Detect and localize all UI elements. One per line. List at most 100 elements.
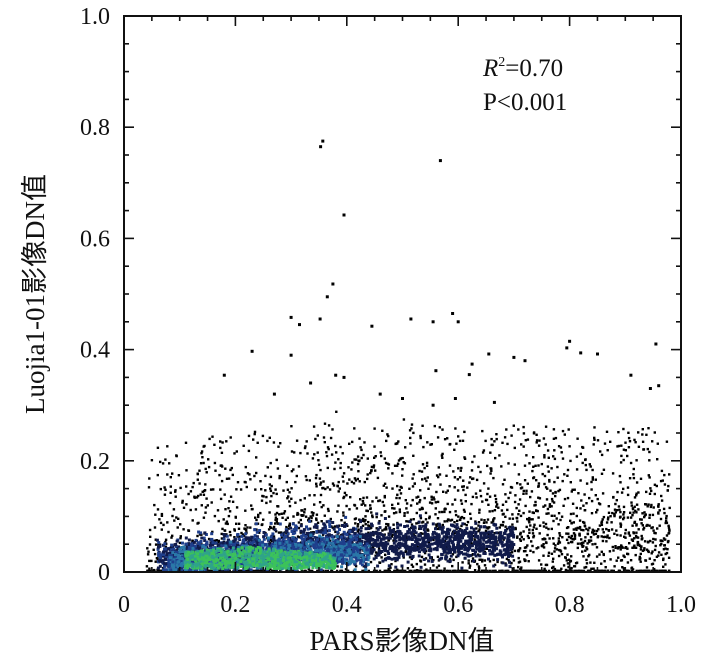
scatter-point (588, 526, 591, 530)
scatter-point (616, 533, 619, 537)
scatter-point (345, 533, 349, 537)
scatter-point (642, 548, 646, 552)
scatter-point (641, 440, 645, 443)
scatter-point (542, 569, 545, 573)
scatter-point (580, 538, 583, 541)
scatter-point (397, 459, 401, 462)
scatter-point (315, 518, 318, 522)
scatter-point (565, 559, 568, 562)
scatter-point (546, 507, 550, 511)
scatter-point (367, 527, 371, 530)
scatter-point (367, 537, 371, 541)
scatter-point (622, 513, 625, 516)
scatter-point (235, 506, 239, 509)
scatter-point (410, 569, 413, 573)
scatter-point (223, 493, 226, 496)
scatter-point (605, 430, 609, 433)
scatter-point (438, 510, 441, 514)
scatter-point (351, 530, 355, 534)
scatter-point (272, 539, 276, 543)
scatter-point (225, 541, 229, 545)
scatter-point (494, 569, 497, 573)
scatter-point (404, 499, 407, 502)
scatter-point (250, 535, 254, 539)
scatter-point (343, 491, 347, 495)
scatter-point (527, 536, 530, 540)
scatter-point (198, 469, 201, 472)
scatter-point (469, 512, 472, 515)
scatter-point (306, 527, 310, 531)
scatter-point (303, 497, 306, 500)
scatter-point (619, 525, 622, 528)
scatter-point (410, 563, 413, 566)
scatter-point (223, 529, 227, 532)
scatter-point (542, 525, 546, 528)
scatter-point (631, 507, 635, 511)
scatter-point (476, 540, 480, 544)
scatter-point (249, 478, 252, 481)
scatter-point (582, 504, 585, 507)
scatter-point (535, 433, 538, 436)
scatter-point (372, 531, 376, 535)
scatter-point (438, 473, 442, 476)
scatter-point (443, 438, 447, 441)
scatter-point (319, 493, 323, 497)
scatter-point (269, 500, 272, 503)
scatter-point (270, 484, 273, 488)
scatter-point (435, 537, 439, 541)
scatter-point (229, 468, 232, 472)
scatter-point (288, 523, 291, 527)
scatter-point (327, 535, 331, 539)
scatter-point (518, 498, 522, 501)
scatter-point (662, 557, 665, 560)
scatter-point (200, 504, 203, 507)
scatter-point (385, 439, 388, 443)
scatter-point (240, 534, 244, 538)
scatter-point (524, 549, 527, 553)
scatter-point (448, 528, 452, 532)
scatter-point (353, 531, 357, 535)
scatter-point (282, 536, 286, 540)
scatter-point (328, 488, 332, 491)
scatter-point (633, 496, 637, 499)
scatter-point (446, 540, 450, 544)
scatter-point (479, 531, 483, 535)
scatter-point (231, 500, 235, 503)
scatter-point (505, 547, 509, 551)
scatter-point (639, 548, 643, 551)
scatter-point (164, 488, 167, 491)
scatter-point (443, 510, 446, 514)
scatter-point (359, 498, 362, 501)
scatter-point (343, 557, 347, 561)
scatter-point (210, 501, 213, 504)
scatter-point (591, 476, 594, 479)
scatter-point (156, 558, 159, 561)
scatter-point (517, 513, 520, 516)
scatter-point (244, 537, 247, 541)
scatter-point (603, 560, 606, 563)
scatter-point (164, 458, 167, 461)
scatter-point (508, 533, 512, 537)
scatter-point (441, 545, 445, 549)
scatter-point (377, 544, 381, 548)
scatter-point (527, 519, 531, 522)
scatter-point (191, 485, 194, 489)
scatter-point (633, 520, 637, 524)
scatter-point (189, 490, 193, 493)
scatter-point (365, 509, 368, 512)
scatter-point (459, 569, 463, 573)
scatter-point (548, 480, 551, 483)
scatter-point (389, 566, 392, 569)
scatter-point (415, 548, 419, 552)
scatter-point (547, 554, 550, 557)
scatter-point (648, 459, 651, 462)
scatter-point (624, 449, 627, 452)
scatter-point (662, 569, 665, 573)
scatter-point (546, 533, 549, 537)
scatter-point (358, 480, 361, 483)
scatter-point (659, 517, 663, 521)
scatter-point (191, 546, 195, 550)
scatter-point (272, 537, 276, 541)
scatter-point (236, 481, 240, 484)
scatter-point (668, 569, 671, 573)
